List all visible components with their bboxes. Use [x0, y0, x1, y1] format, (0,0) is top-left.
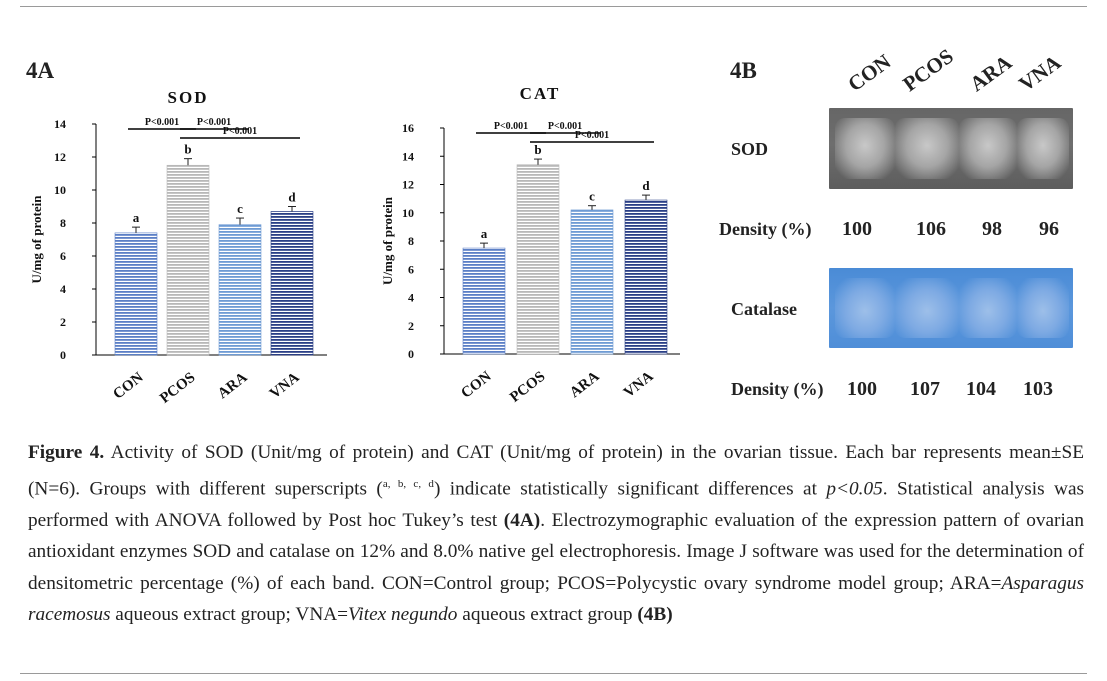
sod-density-ara: 98	[982, 218, 1002, 240]
catalase-density-con: 100	[847, 378, 877, 400]
cat-category-label-con: CON	[458, 368, 494, 401]
sod-y-tick-label: 0	[60, 348, 66, 362]
sod-gel-image	[829, 108, 1073, 189]
catalase-band-pcos	[895, 278, 959, 338]
bottom-rule	[20, 673, 1087, 674]
sod-band-ara	[959, 118, 1017, 179]
sod-bar-vna	[270, 211, 314, 356]
cat-letter-ara: c	[589, 189, 595, 204]
sod-bar-con	[114, 232, 158, 356]
sod-y-tick-label: 14	[54, 117, 66, 131]
caption-text-2: ) indicate statistically significant dif…	[433, 478, 827, 500]
cat-comparison-label-1: P<0.001	[548, 121, 582, 132]
cat-y-axis-label: U/mg of protein	[380, 196, 395, 285]
catalase-gel-image	[829, 268, 1073, 348]
sod-gel-label: SOD	[731, 139, 769, 159]
cat-comparison-label-2: P<0.001	[575, 130, 609, 141]
catalase-density-label: Density (%)	[731, 379, 824, 399]
cat-bar-con	[462, 247, 506, 355]
sod-y-axis-label: U/mg of protein	[29, 195, 44, 284]
catalase-density-vna: 103	[1023, 378, 1053, 400]
caption-text-6: aqueous extract group	[457, 604, 638, 626]
cat-y-tick-label: 2	[408, 319, 414, 333]
sod-density-label: Density (%)	[719, 219, 812, 239]
bar-charts: SOD 0 2 4 6 8 10 12 14 U/mg of protein a CON b PCOS c A…	[29, 84, 680, 407]
sod-band-con	[835, 118, 895, 179]
caption-text-4: . Electrozymographic evaluation of the e…	[28, 509, 1085, 594]
caption-text-5: aqueous extract group; VNA=	[110, 604, 349, 626]
panel-label-4a: 4A	[26, 58, 55, 83]
cat-letter-con: a	[481, 226, 488, 241]
caption-figure-label: Figure 4.	[28, 442, 105, 463]
sod-y-tick-label: 4	[60, 282, 66, 296]
caption-ref-4b: (4B)	[637, 604, 673, 626]
catalase-band-ara	[959, 278, 1017, 338]
panel-label-4b: 4B	[730, 58, 757, 83]
sod-category-label-ara: ARA	[215, 369, 251, 402]
catalase-gel-label: Catalase	[731, 299, 797, 319]
caption-text-3: . Statistical analysis was performed wit…	[28, 478, 1085, 531]
sod-y-tick-label: 10	[54, 183, 66, 197]
cat-chart-title: CAT	[520, 84, 561, 103]
lane-label-pcos: PCOS	[898, 43, 958, 97]
cat-category-label-ara: ARA	[567, 368, 603, 401]
cat-letter-pcos: b	[534, 142, 541, 157]
cat-bar-vna	[624, 199, 668, 355]
sod-category-label-pcos: PCOS	[157, 370, 198, 407]
catalase-density-ara: 104	[966, 378, 996, 400]
sod-comparison-label-2: P<0.001	[223, 126, 257, 137]
cat-bar-pcos	[516, 164, 560, 355]
cat-y-tick-label: 16	[402, 121, 414, 135]
sod-band-pcos	[895, 118, 959, 179]
cat-y-tick-label: 14	[402, 149, 414, 163]
sod-bar-ara	[218, 224, 262, 356]
cat-y-tick-label: 12	[402, 178, 414, 192]
sod-density-pcos: 106	[916, 218, 946, 240]
sod-y-tick-label: 8	[60, 216, 66, 230]
caption-superscripts: a, b, c, d	[382, 477, 434, 490]
sod-comparison-label-1: P<0.001	[197, 117, 231, 128]
sod-letter-vna: d	[288, 190, 296, 205]
caption-p-value: p<0.05	[826, 478, 883, 500]
cat-comparison-label-0: P<0.001	[494, 121, 528, 132]
cat-y-tick-label: 6	[408, 262, 414, 276]
sod-comparison-label-0: P<0.001	[145, 117, 179, 128]
cat-y-tick-label: 0	[408, 347, 414, 361]
cat-category-label-vna: VNA	[621, 368, 657, 401]
sod-band-vna	[1017, 118, 1069, 179]
figure-caption: Figure 4. Activity of SOD (Unit/mg of pr…	[28, 437, 1084, 631]
cat-y-tick-label: 4	[408, 291, 414, 305]
sod-letter-pcos: b	[184, 142, 191, 157]
catalase-band-vna	[1017, 278, 1069, 338]
caption-ref-4a: (4A)	[503, 509, 541, 531]
sod-bar-pcos	[166, 164, 210, 356]
sod-category-label-vna: VNA	[267, 369, 303, 402]
lane-label-vna: VNA	[1014, 50, 1066, 97]
sod-letter-con: a	[133, 210, 140, 225]
cat-y-tick-label: 10	[402, 206, 414, 220]
cat-letter-vna: d	[642, 178, 650, 193]
caption-ara-species: Asparagus racemosus	[28, 572, 1084, 626]
lane-label-con: CON	[843, 49, 896, 97]
sod-category-label-con: CON	[110, 369, 146, 402]
caption-text-1: Activity of SOD (Unit/mg of protein) and…	[28, 442, 1084, 500]
sod-chart-title: SOD	[168, 88, 209, 107]
sod-density-con: 100	[842, 218, 872, 240]
catalase-band-con	[835, 278, 895, 338]
top-rule	[20, 6, 1087, 7]
sod-y-tick-label: 12	[54, 150, 66, 164]
cat-y-tick-label: 8	[408, 234, 414, 248]
cat-bar-ara	[570, 209, 614, 355]
cat-category-label-pcos: PCOS	[507, 369, 548, 406]
sod-letter-ara: c	[237, 201, 243, 216]
lane-label-ara: ARA	[965, 50, 1017, 97]
catalase-density-pcos: 107	[910, 378, 940, 400]
sod-y-tick-label: 2	[60, 315, 66, 329]
sod-density-vna: 96	[1039, 218, 1059, 240]
sod-y-tick-label: 6	[60, 249, 66, 263]
caption-vna-species: Vitex negundo	[348, 604, 458, 626]
